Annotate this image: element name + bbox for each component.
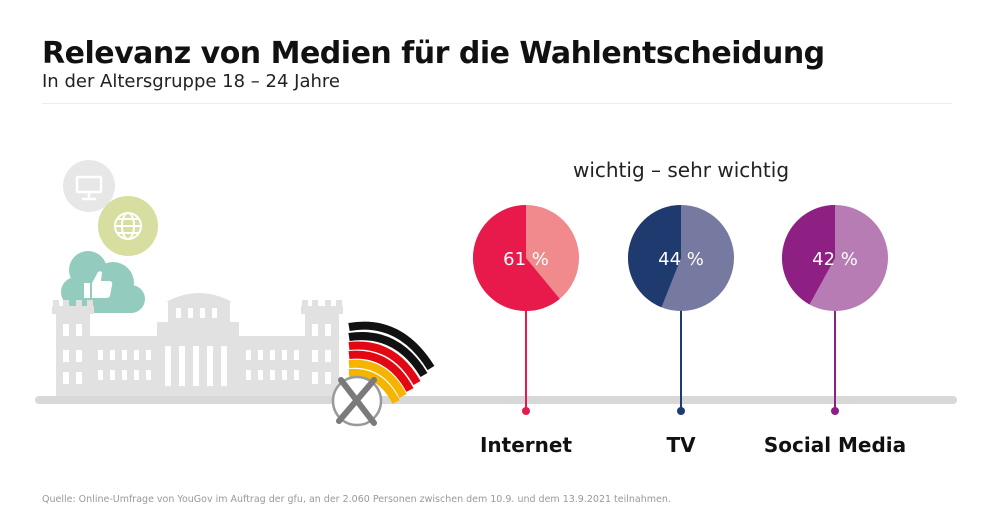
- pie-value-slice-1: [628, 205, 681, 308]
- pie-value-label-1: 44 %: [658, 249, 704, 270]
- pie-stem-dot-0: [522, 407, 530, 415]
- category-label-2: Social Media: [764, 433, 906, 457]
- building-windows: [63, 308, 331, 386]
- group-label: wichtig – sehr wichtig: [572, 158, 790, 182]
- pie-value-label-0: 61 %: [503, 249, 549, 270]
- thumbs-up-icon: [84, 271, 113, 298]
- category-label-1: TV: [666, 433, 696, 457]
- pie-stem-dot-2: [831, 407, 839, 415]
- header-divider: [42, 103, 952, 104]
- chart-title: Relevanz von Medien für die Wahlentschei…: [42, 36, 825, 71]
- source-note: Quelle: Online-Umfrage von YouGov im Auf…: [42, 494, 671, 505]
- monitor-bubble: [63, 160, 115, 212]
- pie-value-label-2: 42 %: [812, 249, 858, 270]
- pie-charts: 61 % Internet 44 % TV 42 % Social Media: [472, 205, 906, 457]
- pie-value-slice-2: [782, 205, 835, 305]
- media-icons: [61, 160, 158, 313]
- monitor-icon: [75, 175, 103, 201]
- globe-icon: [114, 212, 142, 240]
- chart-subtitle: In der Altersgruppe 18 – 24 Jahre: [42, 71, 340, 92]
- pie-value-slice-0: [472, 205, 560, 311]
- ballot-cross-icon: [331, 375, 383, 427]
- ground-line: [35, 396, 957, 404]
- category-label-0: Internet: [480, 433, 572, 457]
- pie-stem-dot-1: [677, 407, 685, 415]
